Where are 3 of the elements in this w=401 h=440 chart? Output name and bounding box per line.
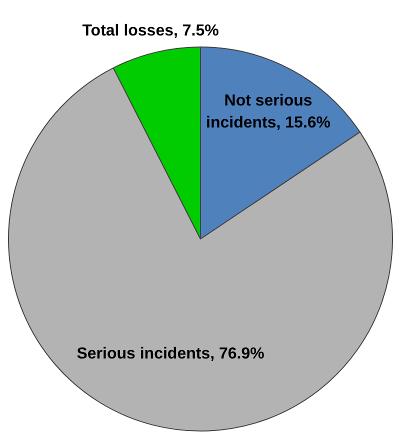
slice-label: Not serious incidents, 15.6% xyxy=(206,92,331,132)
slice-label: Total losses, 7.5% xyxy=(82,22,219,40)
slice-label: Serious incidents, 76.9% xyxy=(76,346,264,363)
